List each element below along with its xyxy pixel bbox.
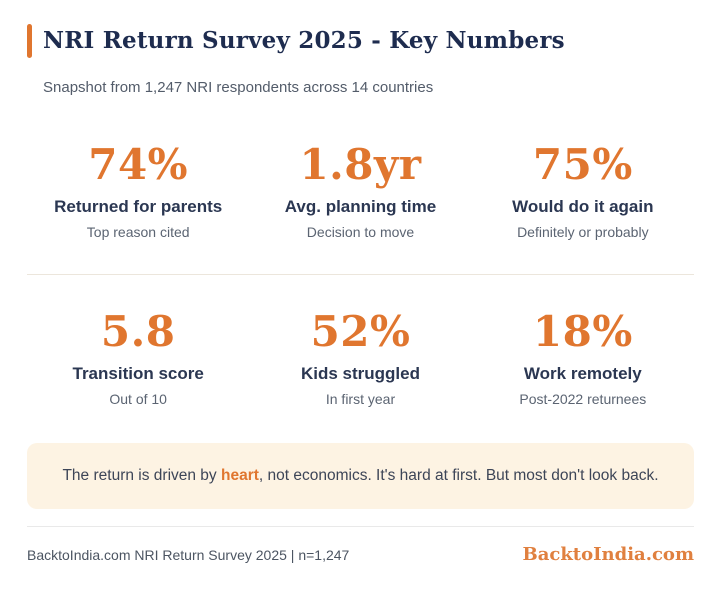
stat-work-remotely: 18% Work remotely Post-2022 returnees	[472, 307, 694, 408]
stat-sublabel: Top reason cited	[86, 224, 190, 240]
stat-sublabel: In first year	[325, 391, 396, 407]
stat-label: Returned for parents	[54, 197, 223, 216]
stat-label: Transition score	[72, 364, 204, 383]
stat-sublabel: Post-2022 returnees	[519, 391, 647, 407]
stat-sublabel: Out of 10	[109, 391, 167, 407]
quote-text-before: The return is driven by	[62, 467, 221, 484]
stat-label: Work remotely	[523, 364, 642, 383]
stat-value: 5.8	[100, 307, 176, 356]
stat-value: 1.8yr	[299, 140, 422, 189]
stat-value: 52%	[310, 307, 411, 356]
stat-avg-planning-time: 1.8yr Avg. planning time Decision to mov…	[249, 140, 471, 241]
stat-label: Would do it again	[512, 197, 654, 216]
key-takeaway-callout: The return is driven by heart, not econo…	[27, 443, 694, 509]
page-subtitle: Snapshot from 1,247 NRI respondents acro…	[43, 79, 434, 96]
stat-sublabel: Definitely or probably	[517, 224, 649, 240]
stat-value: 75%	[532, 140, 633, 189]
accent-bar	[27, 24, 32, 58]
quote-highlight: heart	[220, 467, 259, 484]
stat-value: 18%	[532, 307, 633, 356]
stats-grid: 74% Returned for parents Top reason cite…	[27, 144, 694, 407]
stat-label: Avg. planning time	[284, 197, 437, 216]
stat-sublabel: Decision to move	[306, 224, 415, 240]
stats-row-divider	[27, 274, 694, 275]
stat-transition-score: 5.8 Transition score Out of 10	[27, 307, 249, 408]
stat-value: 74%	[88, 140, 189, 189]
stats-row-1: 74% Returned for parents Top reason cite…	[27, 140, 694, 241]
stat-kids-struggled: 52% Kids struggled In first year	[249, 307, 471, 408]
stats-row-2: 5.8 Transition score Out of 10 52% Kids …	[27, 307, 694, 408]
footer-divider	[27, 526, 694, 527]
page-header: NRI Return Survey 2025 - Key Numbers	[27, 24, 694, 58]
page-title: NRI Return Survey 2025 - Key Numbers	[43, 27, 565, 55]
quote-text-after: , not economics. It's hard at first. But…	[258, 467, 659, 484]
stat-would-do-it-again: 75% Would do it again Definitely or prob…	[472, 140, 694, 241]
footer-source-text: BacktoIndia.com NRI Return Survey 2025 |…	[27, 546, 350, 563]
stat-label: Kids struggled	[300, 364, 420, 383]
brand-logo-link[interactable]: BacktoIndia.com	[522, 544, 694, 565]
stat-returned-for-parents: 74% Returned for parents Top reason cite…	[27, 140, 249, 241]
page-footer: BacktoIndia.com NRI Return Survey 2025 |…	[27, 544, 694, 565]
